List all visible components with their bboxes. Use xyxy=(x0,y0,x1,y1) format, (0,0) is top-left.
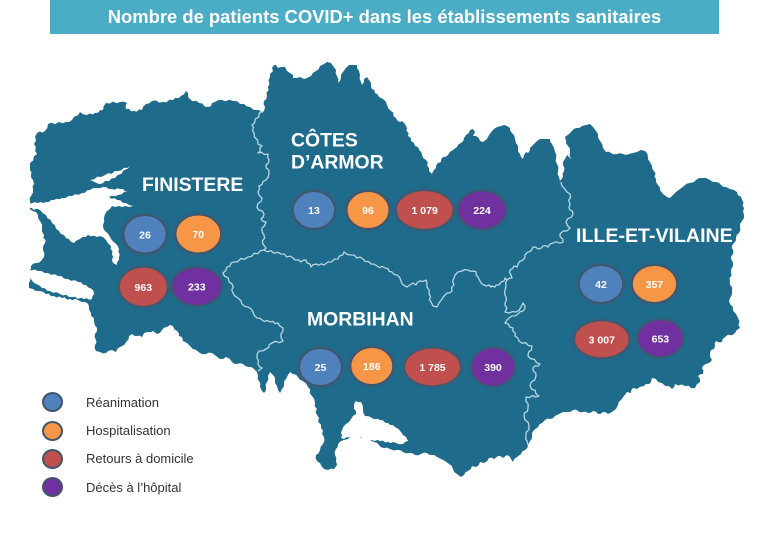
svg-text:357: 357 xyxy=(646,279,664,291)
svg-text:CÔTES: CÔTES xyxy=(291,128,358,152)
svg-text:MORBIHAN: MORBIHAN xyxy=(307,309,414,331)
svg-text:D’ARMOR: D’ARMOR xyxy=(291,152,384,174)
svg-text:96: 96 xyxy=(362,205,374,217)
svg-text:3 007: 3 007 xyxy=(589,334,615,346)
svg-text:26: 26 xyxy=(139,229,151,241)
svg-text:186: 186 xyxy=(363,361,381,373)
svg-text:70: 70 xyxy=(192,229,204,241)
svg-text:224: 224 xyxy=(473,205,491,217)
svg-text:25: 25 xyxy=(315,362,327,374)
svg-text:963: 963 xyxy=(135,282,153,294)
svg-text:233: 233 xyxy=(188,281,206,293)
svg-text:13: 13 xyxy=(308,205,320,217)
svg-text:42: 42 xyxy=(595,279,607,291)
svg-text:1 785: 1 785 xyxy=(419,362,445,374)
svg-text:FINISTERE: FINISTERE xyxy=(142,174,243,196)
svg-text:1 079: 1 079 xyxy=(412,205,438,217)
svg-text:390: 390 xyxy=(484,362,502,374)
svg-text:653: 653 xyxy=(652,333,670,345)
svg-text:ILLE-ET-VILAINE: ILLE-ET-VILAINE xyxy=(576,225,733,247)
